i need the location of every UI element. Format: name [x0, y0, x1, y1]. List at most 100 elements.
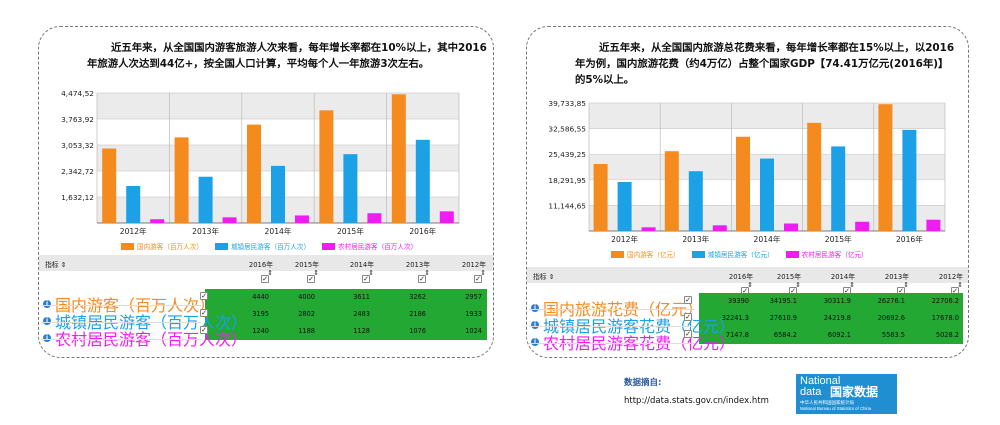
bar-domestic[interactable] [736, 136, 750, 231]
bar-domestic[interactable] [319, 110, 334, 223]
x-tick-label: 2014年 [265, 226, 292, 236]
x-tick-label: 2012年 [120, 226, 147, 236]
bar-rural[interactable] [367, 213, 382, 223]
year-column-checkbox[interactable]: ✓ [474, 275, 482, 283]
header-year-0[interactable]: 2016年 ⇕ [728, 273, 753, 289]
bar-urban[interactable] [831, 146, 846, 231]
info-icon[interactable]: i [531, 304, 539, 312]
header-year-3[interactable]: 2013年 ⇕ [884, 273, 909, 289]
table-header [39, 255, 493, 271]
row-checkbox[interactable]: ✓ [200, 292, 208, 300]
header-indicator-label[interactable]: 指标 ⇕ [533, 273, 555, 281]
bar-domestic[interactable] [878, 104, 893, 231]
row-checkbox[interactable]: ✓ [200, 309, 208, 317]
table-cell-value: 26276.1 [877, 297, 905, 305]
table-cell-value: 27610.9 [769, 314, 797, 322]
table-cell-value: 5028.2 [935, 331, 959, 339]
bar-domestic[interactable] [593, 163, 608, 231]
y-tick-label: 32,586,55 [548, 125, 586, 134]
info-icon[interactable]: i [43, 334, 51, 342]
bar-rural[interactable] [855, 221, 870, 231]
info-icon[interactable]: i [531, 338, 539, 346]
bar-urban[interactable] [688, 171, 703, 231]
bar-urban[interactable] [126, 185, 141, 223]
bar-domestic[interactable] [247, 124, 261, 223]
bar-rural[interactable] [222, 217, 237, 223]
x-tick-label: 2015年 [337, 226, 364, 236]
bar-urban[interactable] [271, 165, 285, 223]
header-indicator-label[interactable]: 指标 ⇕ [45, 261, 67, 269]
table-cell-value: 2483 [353, 310, 370, 318]
bar-urban[interactable] [760, 158, 774, 231]
legend-item-domestic[interactable]: 国内游客（百万人次） [121, 241, 203, 251]
bar-domestic[interactable] [174, 137, 189, 223]
legend-item-urban[interactable]: 城镇居民游客（百万人次） [214, 241, 310, 251]
row-checkbox[interactable]: ✓ [684, 330, 692, 338]
table-cell-value: 1076 [409, 327, 426, 335]
x-tick-label: 2012年 [611, 234, 638, 244]
bar-domestic[interactable] [664, 151, 679, 231]
row-separator [41, 322, 201, 323]
visitors-description: 近五年来，从全国国内游客旅游人次来看，每年增长率都在10%以上，其中2016年旅… [87, 42, 487, 70]
x-tick-label: 2013年 [682, 234, 709, 244]
bar-rural[interactable] [295, 215, 309, 223]
bar-domestic[interactable] [102, 148, 117, 223]
year-column-checkbox[interactable]: ✓ [261, 275, 269, 283]
table-cell-value: 39390 [728, 297, 749, 305]
info-icon[interactable]: i [43, 317, 51, 325]
header-year-1[interactable]: 2015年 ⇕ [776, 273, 801, 289]
row-label-text: 农村居民游客（百万人次） [55, 330, 248, 349]
info-icon[interactable]: i [531, 321, 539, 329]
header-year-2[interactable]: 2014年 ⇕ [349, 261, 374, 277]
logo-text-cn: 国家数据 [830, 385, 879, 399]
bar-domestic[interactable] [391, 94, 406, 223]
bar-rural[interactable] [439, 211, 454, 223]
x-tick-label: 2014年 [754, 234, 781, 244]
bar-urban[interactable] [343, 154, 358, 223]
header-year-4[interactable]: 2012年 ⇕ [461, 261, 486, 277]
row-separator [529, 326, 695, 327]
legend-item-urban[interactable]: 城镇居民游客（亿元） [691, 249, 774, 259]
bar-domestic[interactable] [807, 122, 822, 231]
y-tick-label: 3,053,32 [61, 141, 94, 150]
bar-urban[interactable] [902, 129, 917, 231]
bar-rural[interactable] [641, 227, 656, 231]
bar-urban[interactable] [617, 181, 632, 231]
row-separator [41, 339, 201, 340]
table-cell-value: 1933 [465, 310, 482, 318]
year-column-checkbox[interactable]: ✓ [362, 275, 370, 283]
row-checkbox[interactable]: ✓ [684, 313, 692, 321]
info-icon[interactable]: i [43, 300, 51, 308]
logo-text-en2: data [800, 386, 822, 398]
table-cell-value: 2186 [409, 310, 426, 318]
header-year-2[interactable]: 2014年 ⇕ [830, 273, 855, 289]
row-checkbox[interactable]: ✓ [200, 326, 208, 334]
legend-item-domestic[interactable]: 国内游客（亿元） [611, 249, 680, 259]
header-year-3[interactable]: 2013年 ⇕ [405, 261, 430, 277]
source-url-link[interactable]: http://data.stats.gov.cn/index.htm [624, 396, 769, 406]
bar-rural[interactable] [150, 219, 165, 223]
row-checkbox[interactable]: ✓ [684, 296, 692, 304]
logo-subtitle-en: National Bureau of Statistics of China [800, 406, 872, 411]
header-year-0[interactable]: 2016年 ⇕ [248, 261, 273, 277]
legend-item-rural[interactable]: 农村居民游客（亿元） [785, 249, 868, 259]
y-tick-label: 2,342,72 [61, 167, 94, 176]
bar-rural[interactable] [784, 223, 798, 231]
table-cell-value: 22706.2 [931, 297, 959, 305]
bar-urban[interactable] [415, 139, 430, 223]
year-column-checkbox[interactable]: ✓ [418, 275, 426, 283]
table-cell-value: 20692.6 [877, 314, 905, 322]
year-column-checkbox[interactable]: ✓ [307, 275, 315, 283]
header-year-1[interactable]: 2015年 ⇕ [294, 261, 319, 277]
table-cell-value: 1188 [298, 327, 315, 335]
bar-rural[interactable] [712, 225, 727, 231]
header-year-4[interactable]: 2012年 ⇕ [938, 273, 963, 289]
source-label: 数据摘自: [624, 378, 662, 388]
table-cell-value: 7147.8 [725, 331, 749, 339]
data-highlight-block [699, 293, 963, 344]
legend-item-rural[interactable]: 农村居民游客（百万人次） [322, 241, 417, 251]
bar-urban[interactable] [198, 176, 213, 223]
spending-bar-chart: 11,144,65 18,291,95 25,439,25 32,586,55 39,7… [548, 99, 946, 244]
logo-text-en1: National [800, 375, 841, 387]
bar-rural[interactable] [926, 219, 941, 231]
